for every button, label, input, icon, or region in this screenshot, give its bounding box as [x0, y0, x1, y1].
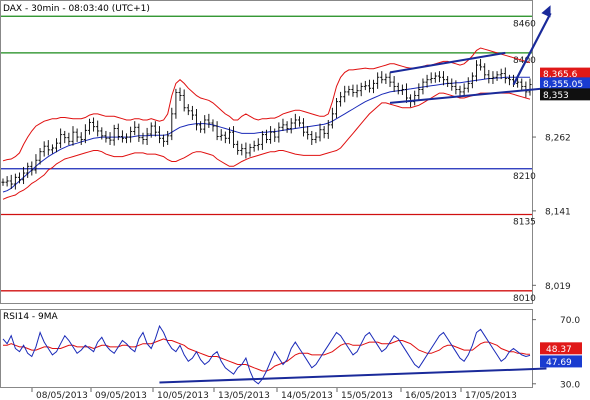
- level-label-8010: 8010: [513, 294, 536, 304]
- rsi-panel-frame: [0, 309, 533, 388]
- rsi-title: RSI14 - 9MA: [3, 312, 59, 322]
- level-label-8460: 8460: [513, 19, 536, 29]
- bollinger-lower-line: [2, 92, 531, 200]
- rsi-tag-label: 48.37: [546, 345, 572, 355]
- channel-upper-line: [389, 51, 506, 74]
- x-tick-label: 10/05/2013: [157, 391, 209, 400]
- x-tick-label: 15/05/2013: [341, 391, 393, 400]
- chart-title: DAX - 30min - 08:03:40 (UTC+1): [3, 4, 150, 14]
- bollinger-upper-line: [2, 47, 531, 162]
- rsi-tag-label: 47.69: [546, 358, 572, 368]
- level-label-8135: 8135: [513, 218, 536, 228]
- price-tag: [540, 88, 590, 101]
- price-panel-frame: [0, 0, 533, 304]
- x-tick-label: 09/05/2013: [95, 391, 147, 400]
- rsi-trendline: [159, 367, 547, 384]
- price-tag: [540, 67, 590, 80]
- y-tick-label: 8,262: [545, 134, 571, 144]
- price-tag: [540, 77, 590, 90]
- x-tick-label: 08/05/2013: [36, 391, 88, 400]
- axis-layer: 8,262 8,141 8,019 70.0 30.0 08/05/2013 09/05/2…: [31, 134, 580, 400]
- target-arrow-shaft: [512, 12, 552, 86]
- y-tick-label: 8,141: [545, 207, 571, 217]
- price-tag-label: 8,353: [543, 91, 569, 101]
- rsi-y-tick-label: 70.0: [560, 316, 580, 326]
- target-arrow-head: [541, 5, 551, 18]
- x-tick-label: 13/05/2013: [218, 391, 270, 400]
- rsi-tag: [540, 342, 582, 355]
- rsi-layer: 48.37 47.69: [2, 324, 582, 385]
- rsi-tag: [540, 355, 582, 368]
- x-tick-label: 16/05/2013: [405, 391, 457, 400]
- level-label-8210: 8210: [513, 172, 536, 182]
- y-tick-label: 8,019: [545, 282, 571, 292]
- channel-lower-line: [389, 87, 547, 104]
- x-tick-label: 17/05/2013: [465, 391, 517, 400]
- price-tag-label: 8,355.05: [543, 80, 583, 90]
- rsi-y-tick-label: 30.0: [560, 380, 580, 390]
- price-tag-label: 8,365.6: [543, 70, 578, 80]
- x-tick-label: 14/05/2013: [281, 391, 333, 400]
- rsi-line: [2, 324, 531, 385]
